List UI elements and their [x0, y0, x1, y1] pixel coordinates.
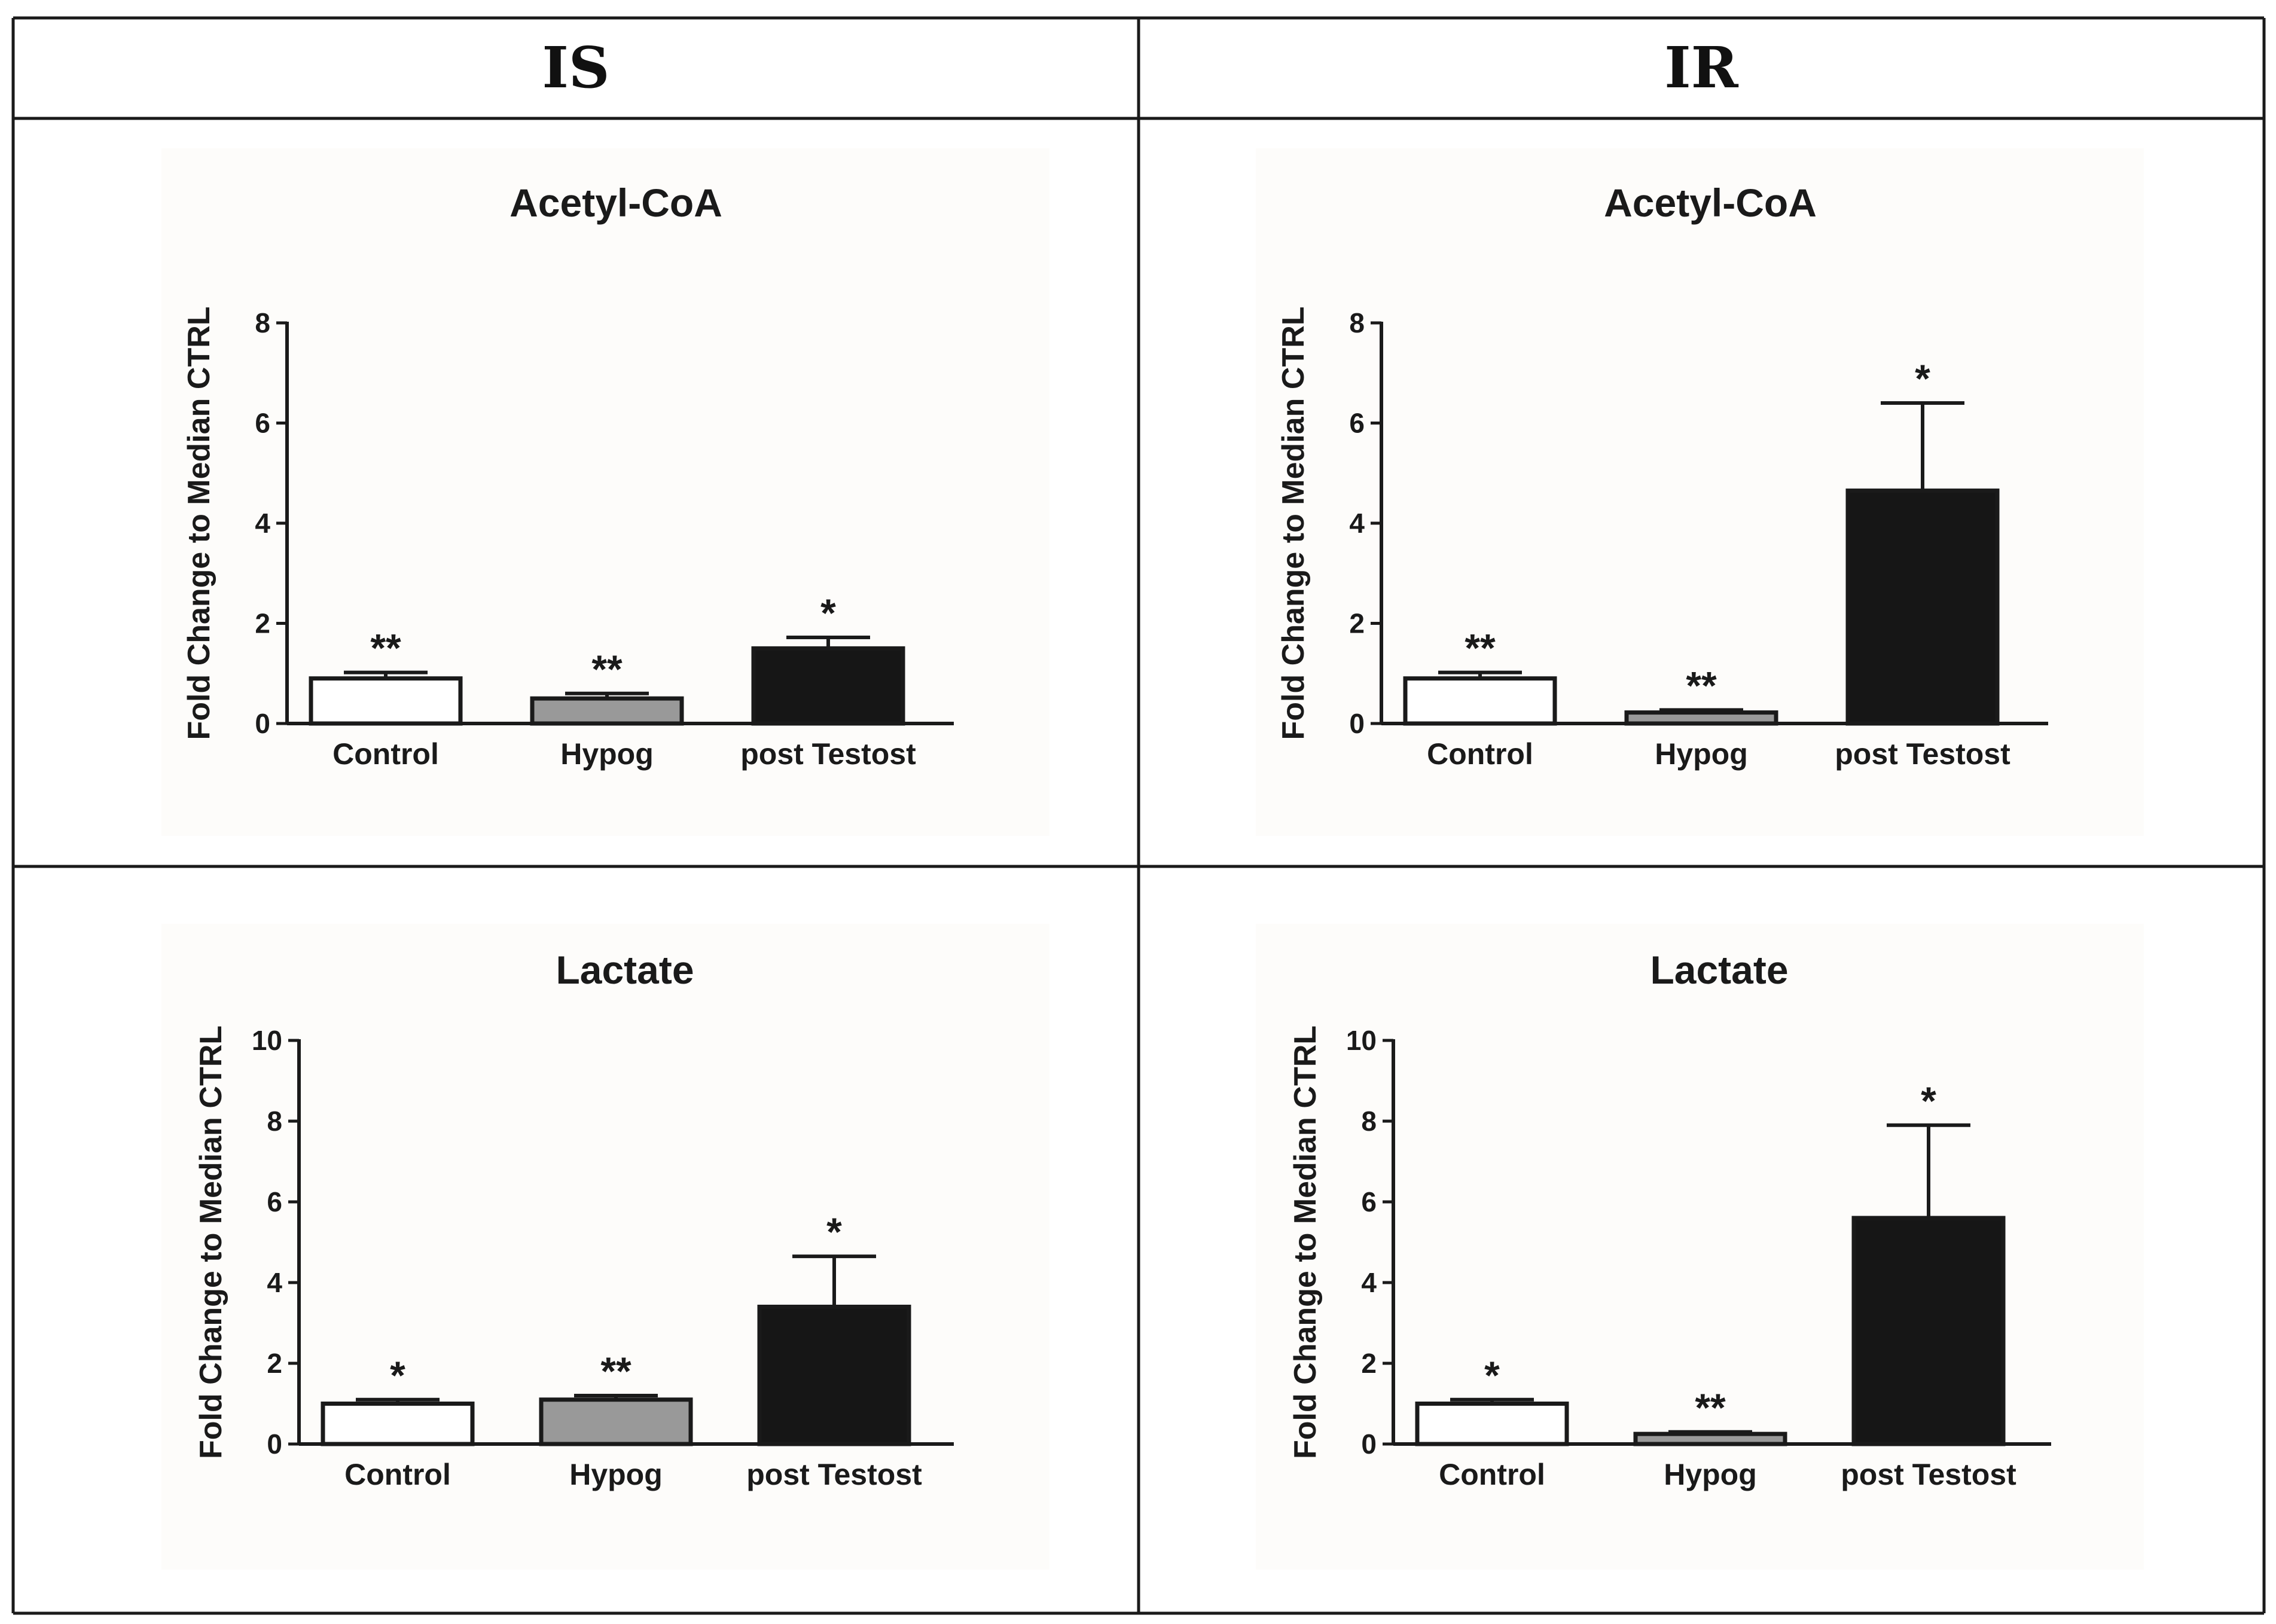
chart-panel-ir-lactate: Lactate Fold Change to Median CTRL 0 2 4 6 8 10… — [1256, 924, 2144, 1570]
bar-post-testost — [751, 646, 905, 726]
y-tick-label: 0 — [267, 1428, 282, 1460]
x-category-label-post-testost: post Testost — [740, 737, 916, 771]
x-category-label-control: Control — [1427, 737, 1533, 771]
y-tick-label: 4 — [1361, 1267, 1377, 1298]
y-tick-label: 8 — [1349, 307, 1365, 338]
y-tick-label: 6 — [1361, 1186, 1377, 1217]
x-category-label-hypog: Hypog — [1664, 1458, 1757, 1491]
bar-hypog — [530, 696, 684, 726]
significance-post-testost: * — [826, 1210, 842, 1254]
significance-post-testost: * — [1921, 1079, 1936, 1123]
y-tick-label: 2 — [1349, 608, 1365, 639]
table-frame — [11, 16, 2266, 1615]
y-tick-label: 2 — [267, 1348, 282, 1379]
panel-background — [161, 148, 1049, 836]
y-tick-label: 8 — [255, 307, 270, 338]
significance-hypog: ** — [1695, 1385, 1726, 1430]
y-tick-label: 4 — [1349, 508, 1365, 539]
y-tick-label: 10 — [1346, 1025, 1377, 1056]
panel-background — [161, 924, 1049, 1570]
y-tick-label: 8 — [1361, 1106, 1377, 1137]
significance-post-testost: * — [820, 591, 836, 635]
bar-control — [309, 676, 463, 726]
y-tick-label: 4 — [255, 508, 270, 539]
chart-title: Lactate — [1650, 948, 1788, 992]
y-tick-label: 2 — [1361, 1348, 1377, 1379]
bar-control — [1415, 1402, 1569, 1446]
x-category-label-post-testost: post Testost — [1841, 1458, 2016, 1491]
chart-title: Acetyl-CoA — [1604, 181, 1817, 225]
significance-hypog: ** — [591, 647, 623, 691]
bar-hypog — [1633, 1431, 1787, 1446]
bar-hypog — [1624, 710, 1778, 726]
y-tick-label: 4 — [267, 1267, 282, 1298]
significance-control: ** — [1465, 626, 1496, 670]
y-tick-label: 0 — [1349, 708, 1365, 739]
x-category-label-control: Control — [344, 1458, 451, 1491]
y-tick-label: 10 — [252, 1025, 282, 1056]
bar-post-testost — [1851, 1216, 2006, 1446]
panel-background — [1256, 148, 2144, 836]
y-tick-label: 0 — [1361, 1428, 1377, 1460]
significance-control: ** — [370, 626, 401, 670]
bar-control — [321, 1402, 475, 1446]
y-axis-label: Fold Change to Median CTRL — [1288, 1025, 1323, 1459]
significance-post-testost: * — [1915, 356, 1930, 401]
y-tick-label: 8 — [267, 1106, 282, 1137]
y-tick-label: 6 — [1349, 408, 1365, 439]
y-tick-label: 6 — [255, 408, 270, 439]
significance-control: * — [1484, 1353, 1500, 1397]
y-tick-label: 0 — [255, 708, 270, 739]
column-header-is: IS — [542, 35, 609, 101]
x-category-label-control: Control — [332, 737, 439, 771]
chart-panel-ir-acetyl-coa: Acetyl-CoA Fold Change to Median CTRL 0 2 4 6… — [1256, 148, 2144, 836]
y-tick-label: 2 — [255, 608, 270, 639]
bar-post-testost — [757, 1305, 911, 1446]
bar-control — [1403, 676, 1557, 726]
column-header-ir: IR — [1664, 35, 1738, 101]
chart-title: Lactate — [556, 948, 694, 992]
x-category-label-hypog: Hypog — [560, 737, 654, 771]
bar-hypog — [539, 1397, 693, 1446]
significance-hypog: ** — [600, 1349, 631, 1393]
y-tick-label: 6 — [267, 1186, 282, 1217]
y-axis-label: Fold Change to Median CTRL — [182, 306, 216, 740]
bar-post-testost — [1845, 489, 2000, 726]
significance-control: * — [390, 1353, 405, 1397]
x-category-label-post-testost: post Testost — [746, 1458, 922, 1491]
x-category-label-control: Control — [1439, 1458, 1545, 1491]
chart-panel-is-acetyl-coa: Acetyl-CoA Fold Change to Median CTRL 0 2 4 6… — [161, 148, 1049, 836]
x-category-label-post-testost: post Testost — [1835, 737, 2010, 771]
chart-panel-is-lactate: Lactate Fold Change to Median CTRL 0 2 4 6 8 10… — [161, 924, 1049, 1570]
y-axis-label: Fold Change to Median CTRL — [1276, 306, 1311, 740]
chart-title: Acetyl-CoA — [509, 181, 722, 225]
y-axis-label: Fold Change to Median CTRL — [194, 1025, 228, 1459]
x-category-label-hypog: Hypog — [1655, 737, 1748, 771]
significance-hypog: ** — [1686, 663, 1717, 707]
x-category-label-hypog: Hypog — [569, 1458, 663, 1491]
chart-panels: Acetyl-CoA Fold Change to Median CTRL 0 2 4 6… — [161, 148, 2144, 1570]
